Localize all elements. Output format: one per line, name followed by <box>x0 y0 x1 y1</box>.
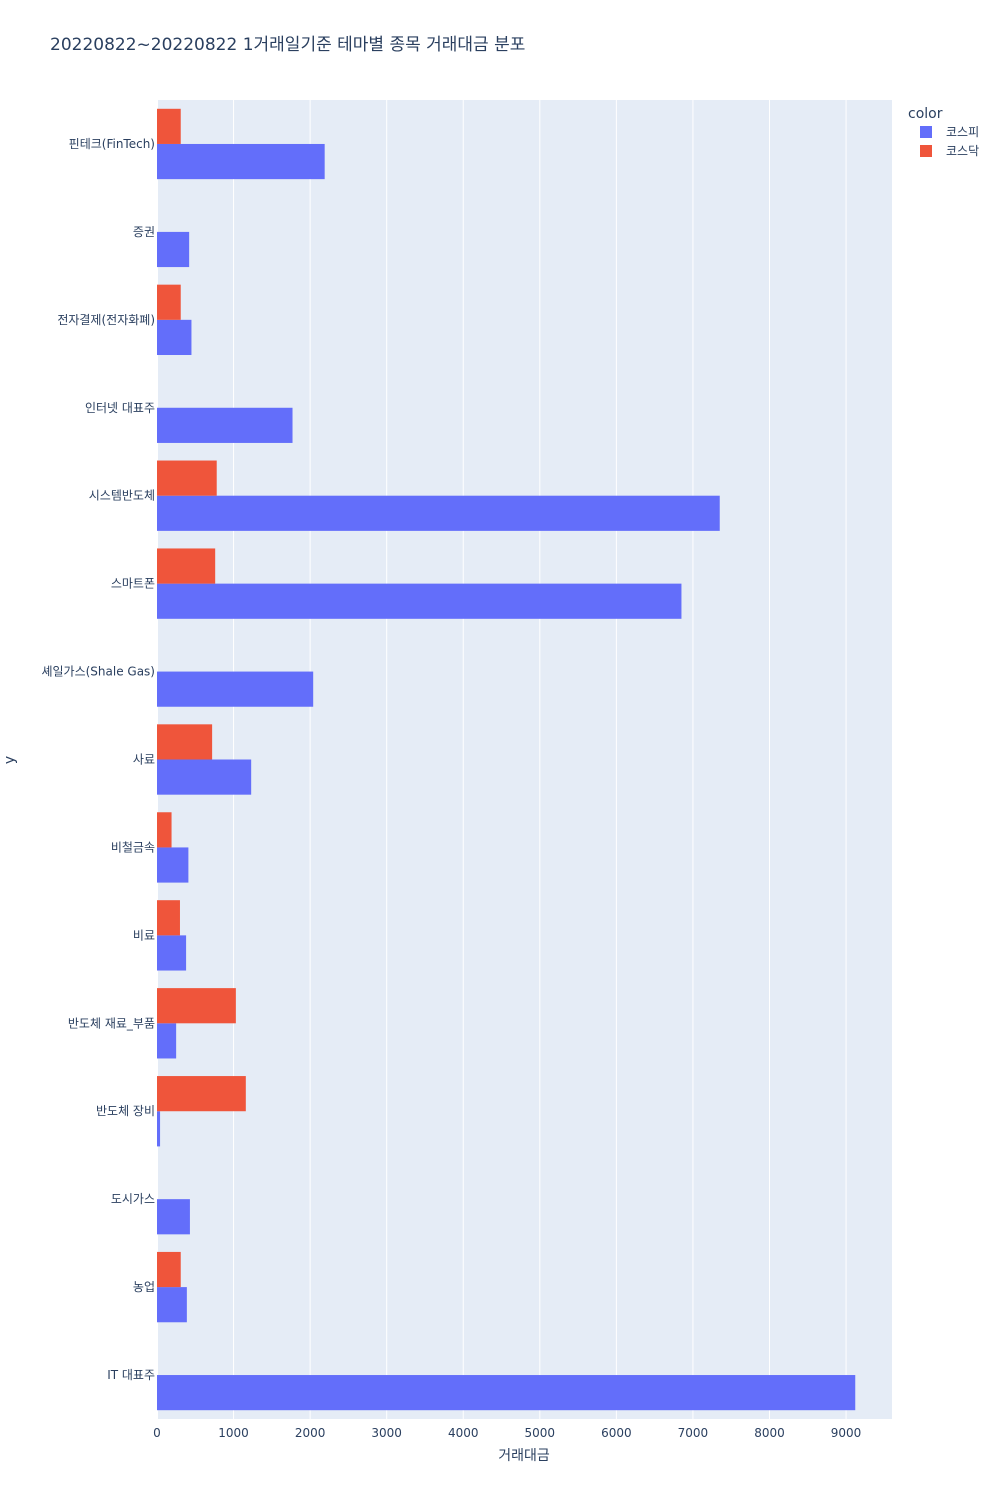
legend-item-kosdaq[interactable]: 코스닥 <box>920 144 979 158</box>
bar-kospi-13 <box>157 1287 187 1323</box>
bar-kosdaq-4 <box>157 460 217 496</box>
x-tick-label-5000: 5000 <box>525 1426 556 1440</box>
y-tick-label-2: 전자결제(전자화폐) <box>57 313 155 327</box>
x-tick-label-2000: 2000 <box>295 1426 326 1440</box>
legend-label-kospi: 코스피 <box>946 125 979 139</box>
x-axis-title: 거래대금 <box>498 1448 550 1464</box>
chart-title: 20220822~20220822 1거래일기준 테마별 종목 거래대금 분포 <box>50 35 525 55</box>
y-tick-label-9: 비료 <box>133 928 155 942</box>
x-tick-label-7000: 7000 <box>678 1426 709 1440</box>
bar-kosdaq-0 <box>157 108 181 144</box>
tick-labels: 0 1000 2000 3000 4000 5000 6000 7000 8000 9000 핀테크… <box>41 137 861 1440</box>
bar-kosdaq-10 <box>157 988 236 1024</box>
x-tick-label-1000: 1000 <box>218 1426 249 1440</box>
bar-kospi-7 <box>157 759 252 795</box>
x-tick-label-0: 0 <box>153 1426 161 1440</box>
bar-kospi-9 <box>157 935 187 971</box>
legend-title: color <box>908 106 943 122</box>
bar-kospi-3 <box>157 407 293 443</box>
legend-swatch-kospi <box>920 126 932 138</box>
legend-item-kospi[interactable]: 코스피 <box>920 125 979 139</box>
y-tick-label-14: IT 대표주 <box>107 1368 155 1382</box>
legend-label-kosdaq: 코스닥 <box>946 144 979 158</box>
bar-kospi-10 <box>157 1023 177 1059</box>
bars <box>157 108 856 1411</box>
bar-kospi-6 <box>157 671 314 707</box>
y-tick-label-1: 증권 <box>133 225 155 239</box>
plot-area <box>157 100 892 1419</box>
x-tick-label-9000: 9000 <box>831 1426 862 1440</box>
legend-swatch-kosdaq <box>920 145 932 157</box>
bar-kosdaq-11 <box>157 1076 246 1112</box>
y-tick-label-7: 사료 <box>133 753 155 767</box>
bar-kosdaq-2 <box>157 284 181 320</box>
y-tick-label-11: 반도체 장비 <box>96 1104 155 1118</box>
y-tick-label-4: 시스템반도체 <box>89 489 155 503</box>
x-tick-label-4000: 4000 <box>448 1426 479 1440</box>
y-tick-label-10: 반도체 재료_부품 <box>68 1016 155 1030</box>
bar-kospi-12 <box>157 1199 190 1235</box>
x-tick-label-8000: 8000 <box>754 1426 785 1440</box>
bar-kosdaq-7 <box>157 724 213 760</box>
x-tick-label-6000: 6000 <box>601 1426 632 1440</box>
bar-kospi-5 <box>157 583 682 619</box>
y-tick-label-3: 인터넷 대표주 <box>85 401 155 415</box>
bar-kospi-8 <box>157 847 189 883</box>
y-tick-label-12: 도시가스 <box>111 1192 155 1206</box>
bar-kospi-14 <box>157 1375 856 1411</box>
bar-kospi-2 <box>157 319 192 356</box>
x-tick-label-3000: 3000 <box>371 1426 402 1440</box>
bar-kosdaq-9 <box>157 900 180 936</box>
y-tick-label-8: 비철금속 <box>111 840 155 854</box>
bar-kosdaq-5 <box>157 548 216 584</box>
bar-kosdaq-8 <box>157 812 172 848</box>
bar-kospi-0 <box>157 143 325 180</box>
bar-kosdaq-13 <box>157 1251 181 1288</box>
bar-kospi-4 <box>157 495 720 531</box>
y-tick-label-6: 셰일가스(Shale Gas) <box>41 665 155 679</box>
y-tick-label-5: 스마트폰 <box>111 577 155 591</box>
bar-kospi-1 <box>157 231 190 268</box>
y-tick-label-13: 농업 <box>133 1280 155 1294</box>
y-axis-title: y <box>2 756 18 764</box>
y-tick-label-0: 핀테크(FinTech) <box>69 137 155 151</box>
bar-kospi-11 <box>157 1111 161 1147</box>
legend: color 코스피 코스닥 <box>908 106 979 158</box>
